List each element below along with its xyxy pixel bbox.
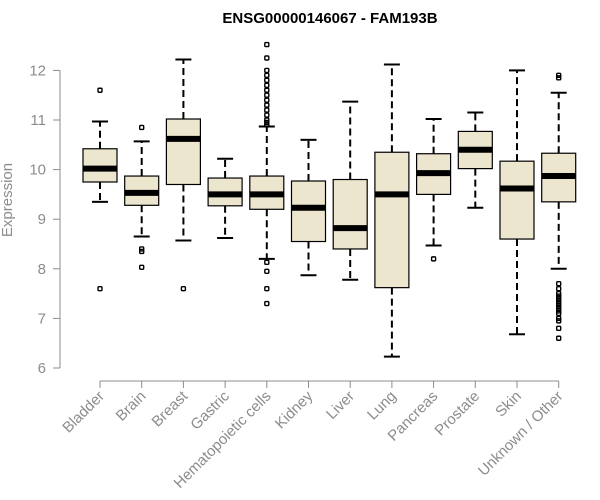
boxes — [82, 41, 577, 358]
outlier-point — [264, 97, 270, 103]
outlier-point — [556, 310, 562, 317]
outlier-point — [264, 41, 270, 48]
box-group-bladder — [82, 87, 118, 292]
outlier-point — [556, 318, 562, 324]
outlier-point — [264, 77, 270, 84]
outlier-point — [138, 124, 145, 131]
x-tick-label: Breast — [149, 387, 192, 430]
box — [290, 180, 327, 243]
y-tick-label: 8 — [38, 261, 46, 278]
box-group-brain — [124, 124, 160, 271]
y-tick-label: 12 — [29, 62, 46, 79]
outlier-point — [97, 87, 103, 93]
outlier-point — [264, 67, 270, 74]
y-axis-label: Expression — [0, 163, 16, 237]
outlier-point — [556, 285, 562, 292]
outlier-point — [556, 335, 562, 341]
x-tick-label: Prostate — [432, 388, 484, 440]
outlier-point — [264, 300, 270, 307]
y-tick-label: 10 — [29, 162, 46, 179]
x-tick-label: Lung — [364, 388, 400, 424]
outlier-point — [264, 259, 270, 266]
outlier-point — [138, 264, 145, 271]
box-group-lung — [374, 63, 410, 358]
box-group-skin — [499, 69, 535, 336]
x-tick-label: Skin — [492, 388, 525, 421]
outlier-point — [556, 325, 562, 332]
box-group-liver — [332, 100, 368, 281]
outlier-point — [264, 107, 270, 113]
box-group-prostate — [457, 111, 493, 209]
box — [374, 151, 410, 289]
x-tick-label: Kidney — [272, 387, 317, 432]
y-tick-label: 9 — [38, 211, 46, 228]
axes: 6 7 8 9 10 11 12 — [29, 62, 560, 388]
box-group-hematopoietic-cells — [249, 41, 285, 307]
outlier-point — [556, 75, 562, 81]
outlier-point — [264, 268, 270, 274]
box-group-gastric — [207, 157, 243, 240]
box-group-pancreas — [416, 118, 452, 262]
y-tick-label: 11 — [30, 112, 46, 129]
x-tick-label: Liver — [323, 388, 358, 423]
box-group-breast — [165, 58, 201, 292]
chart-title: ENSG00000146067 - FAM193B — [222, 10, 437, 27]
outlier-point — [264, 87, 270, 93]
outlier-point — [264, 112, 270, 118]
outlier-point — [556, 280, 562, 287]
outlier-point — [264, 285, 270, 292]
outlier-point — [264, 92, 270, 98]
outlier-point — [97, 285, 103, 292]
outlier-point — [264, 55, 270, 61]
outlier-point — [138, 248, 145, 255]
y-tick-label: 6 — [38, 360, 46, 377]
box-group-kidney — [290, 138, 327, 277]
outlier-point — [180, 285, 187, 292]
box — [165, 118, 201, 186]
y-tick-label: 7 — [38, 310, 46, 327]
outlier-point — [264, 102, 270, 108]
box — [82, 148, 118, 183]
x-tick-label: Bladder — [59, 388, 108, 437]
box — [499, 160, 535, 240]
x-tick-label: Brain — [113, 388, 150, 425]
outlier-point — [430, 256, 437, 262]
outlier-point — [264, 72, 270, 79]
outlier-point — [264, 122, 270, 128]
box — [332, 178, 368, 250]
box-group-unknown-other — [541, 72, 577, 341]
outlier-point — [264, 82, 270, 88]
